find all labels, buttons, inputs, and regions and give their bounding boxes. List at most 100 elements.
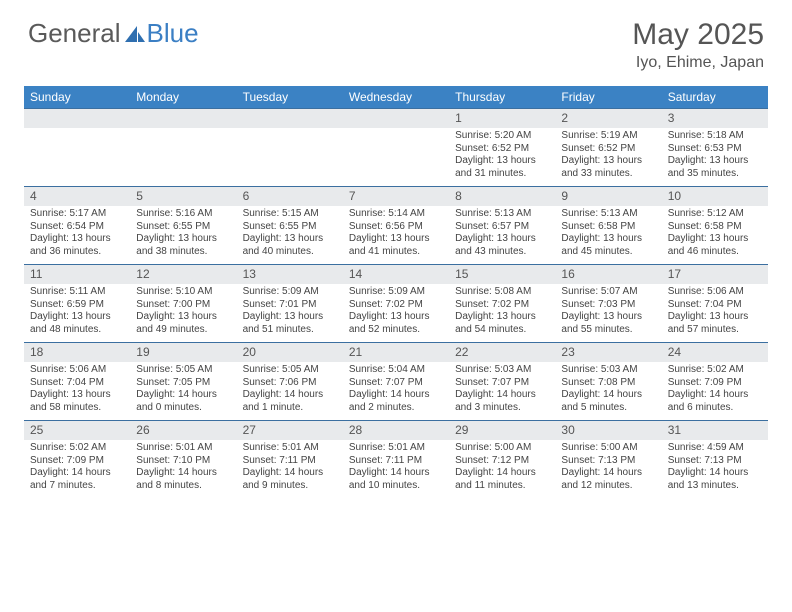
daylight-line: Daylight: 14 hours and 12 minutes. [561, 467, 642, 491]
day-info-cell: Sunrise: 5:13 AM Sunset: 6:57 PMDaylight:… [449, 206, 555, 265]
sunset-line: Sunset: 7:11 PM [349, 455, 422, 466]
day-info-cell: Sunrise: 5:02 AMSunset: 7:09 PMDaylight:… [24, 440, 130, 498]
day-info-cell [130, 128, 236, 187]
day-number-cell: 12 [130, 265, 236, 285]
sunrise-line: Sunrise: 5:13 AM [455, 208, 531, 219]
day-number-row: 11121314151617 [24, 265, 768, 285]
day-info-cell: Sunrise: 5:08 AMSunset: 7:02 PMDaylight:… [449, 284, 555, 343]
day-info-row: Sunrise: 5:20 AMSunset: 6:52 PMDaylight:… [24, 128, 768, 187]
sunrise-line: Sunrise: 5:20 AM [455, 130, 531, 141]
day-number-cell: 10 [662, 187, 768, 207]
day-info-cell: Sunrise: 5:09 AMSunset: 7:02 PMDaylight:… [343, 284, 449, 343]
day-number-cell: 8 [449, 187, 555, 207]
sunset-line: Sunset: 7:04 PM [30, 377, 104, 388]
sunrise-line: Sunrise: 5:17 AM [30, 208, 106, 219]
sunrise-line: Sunrise: 5:11 AM [30, 286, 105, 297]
sunrise-line: Sunrise: 5:09 AM [243, 286, 319, 297]
sunset-line: Sunset: 7:12 PM [455, 455, 529, 466]
sunset-line: Sunset: 6:52 PM [561, 143, 635, 154]
day-number-cell: 22 [449, 343, 555, 363]
daylight-line: Daylight: 14 hours and 10 minutes. [349, 467, 430, 491]
daylight-line: Daylight: 13 hours and 48 minutes. [30, 311, 111, 335]
sunrise-line: Sunrise: 5:02 AM [30, 442, 106, 453]
day-number-cell: 23 [555, 343, 661, 363]
weekday-header: Saturday [662, 86, 768, 109]
sunrise-line: Sunrise: 5:00 AM [455, 442, 531, 453]
logo: General Blue [28, 18, 199, 49]
day-info-cell: Sunrise: 5:17 AMSunset: 6:54 PMDaylight:… [24, 206, 130, 265]
sunset-line: Sunset: 7:13 PM [561, 455, 635, 466]
month-title: May 2025 [632, 18, 764, 52]
day-number-cell: 17 [662, 265, 768, 285]
logo-sail-icon [123, 24, 147, 44]
day-number-cell: 14 [343, 265, 449, 285]
day-info-cell: Sunrise: 5:10 AMSunset: 7:00 PMDaylight:… [130, 284, 236, 343]
day-number-cell: 29 [449, 421, 555, 441]
sunset-line: Sunset: 7:08 PM [561, 377, 635, 388]
daylight-line: Daylight: 14 hours and 3 minutes. [455, 389, 536, 413]
sunset-line: Sunset: 6:52 PM [455, 143, 529, 154]
day-number-cell [237, 109, 343, 129]
day-number-row: 45678910 [24, 187, 768, 207]
daylight-line: Daylight: 13 hours and 49 minutes. [136, 311, 217, 335]
sunset-line: Sunset: 7:05 PM [136, 377, 210, 388]
daylight-line: Daylight: 13 hours and 58 minutes. [30, 389, 111, 413]
day-number-cell: 27 [237, 421, 343, 441]
sunset-line: Sunset: 6:57 PM [455, 221, 529, 232]
day-info-cell: Sunrise: 5:06 AMSunset: 7:04 PMDaylight:… [24, 362, 130, 421]
day-number-cell [24, 109, 130, 129]
sunrise-line: Sunrise: 5:08 AM [455, 286, 531, 297]
day-info-row: Sunrise: 5:11 AMSunset: 6:59 PMDaylight:… [24, 284, 768, 343]
day-info-cell: Sunrise: 5:20 AM Sunset: 6:52 PMDaylight:… [449, 128, 555, 187]
day-info-cell: Sunrise: 5:01 AMSunset: 7:11 PMDaylight:… [237, 440, 343, 498]
sunset-line: Sunset: 7:07 PM [349, 377, 423, 388]
day-number-cell: 26 [130, 421, 236, 441]
daylight-line: Daylight: 14 hours and 5 minutes. [561, 389, 642, 413]
day-info-cell: Sunrise: 5:14 AMSunset: 6:56 PMDaylight:… [343, 206, 449, 265]
day-info-cell [24, 128, 130, 187]
day-number-cell: 7 [343, 187, 449, 207]
day-info-cell: Sunrise: 5:07 AMSunset: 7:03 PMDaylight:… [555, 284, 661, 343]
day-number-cell: 18 [24, 343, 130, 363]
daylight-line: Daylight: 13 hours and 52 minutes. [349, 311, 430, 335]
daylight-line: Daylight: 13 hours and 54 minutes. [455, 311, 536, 335]
sunset-line: Sunset: 7:01 PM [243, 299, 317, 310]
day-number-cell: 3 [662, 109, 768, 129]
day-info-cell: Sunrise: 4:59 AMSunset: 7:13 PMDaylight:… [662, 440, 768, 498]
sunrise-line: Sunrise: 5:01 AM [243, 442, 319, 453]
sunrise-line: Sunrise: 5:05 AM [243, 364, 319, 375]
daylight-line: Daylight: 14 hours and 11 minutes. [455, 467, 536, 491]
day-number-cell: 15 [449, 265, 555, 285]
calendar-table: SundayMondayTuesdayWednesdayThursdayFrid… [24, 86, 768, 498]
day-number-cell: 16 [555, 265, 661, 285]
day-info-cell: Sunrise: 5:04 AMSunset: 7:07 PMDaylight:… [343, 362, 449, 421]
sunrise-line: Sunrise: 5:01 AM [136, 442, 212, 453]
daylight-line: Daylight: 13 hours and 43 minutes. [455, 233, 536, 257]
sunrise-line: Sunrise: 5:12 AM [668, 208, 744, 219]
daylight-line: Daylight: 14 hours and 2 minutes. [349, 389, 430, 413]
day-number-cell: 21 [343, 343, 449, 363]
daylight-line: Daylight: 14 hours and 8 minutes. [136, 467, 217, 491]
sunset-line: Sunset: 6:56 PM [349, 221, 423, 232]
day-number-row: 123 [24, 109, 768, 129]
sunset-line: Sunset: 7:10 PM [136, 455, 210, 466]
sunset-line: Sunset: 6:59 PM [30, 299, 104, 310]
daylight-line: Daylight: 13 hours and 55 minutes. [561, 311, 642, 335]
sunrise-line: Sunrise: 5:13 AM [561, 208, 637, 219]
day-info-cell: Sunrise: 5:01 AM Sunset: 7:10 PMDaylight:… [130, 440, 236, 498]
day-number-cell: 4 [24, 187, 130, 207]
day-number-cell: 2 [555, 109, 661, 129]
daylight-line: Daylight: 13 hours and 31 minutes. [455, 155, 536, 179]
sunrise-line: Sunrise: 5:19 AM [561, 130, 637, 141]
day-info-cell [343, 128, 449, 187]
day-info-cell: Sunrise: 5:05 AMSunset: 7:06 PMDaylight:… [237, 362, 343, 421]
daylight-line: Daylight: 13 hours and 38 minutes. [136, 233, 217, 257]
day-info-row: Sunrise: 5:02 AMSunset: 7:09 PMDaylight:… [24, 440, 768, 498]
sunrise-line: Sunrise: 4:59 AM [668, 442, 744, 453]
sunset-line: Sunset: 7:06 PM [243, 377, 317, 388]
sunrise-line: Sunrise: 5:09 AM [349, 286, 425, 297]
sunrise-line: Sunrise: 5:02 AM [668, 364, 744, 375]
day-info-cell: Sunrise: 5:00 AMSunset: 7:13 PMDaylight:… [555, 440, 661, 498]
page-header: General Blue May 2025 Iyo, Ehime, Japan [0, 0, 792, 78]
daylight-line: Daylight: 14 hours and 0 minutes. [136, 389, 217, 413]
